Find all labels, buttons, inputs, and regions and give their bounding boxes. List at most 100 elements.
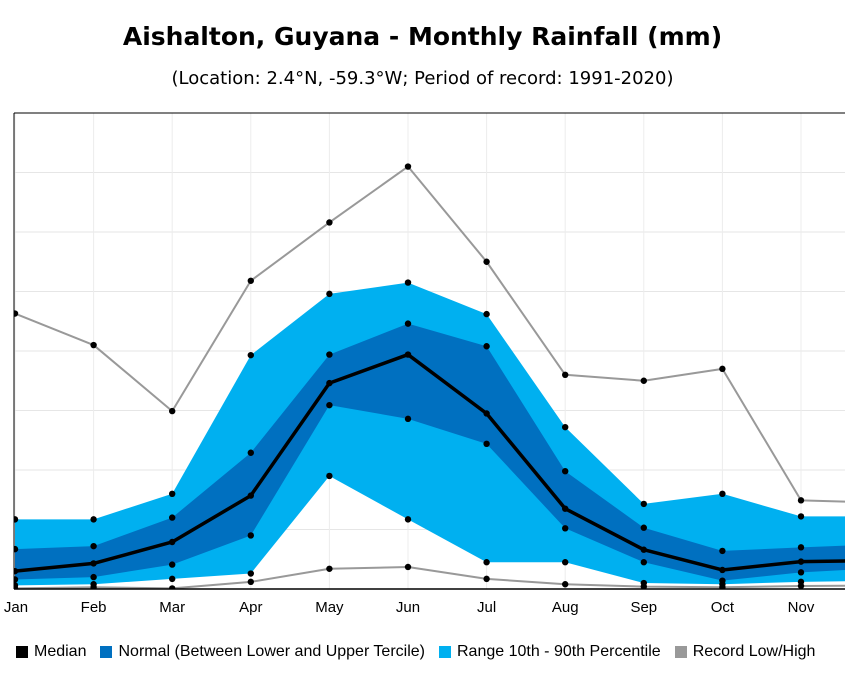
record-low-point [326, 565, 333, 572]
legend-label-record: Record Low/High [692, 643, 816, 660]
normal-upper-point [169, 514, 176, 521]
normal-lower-point [640, 559, 647, 566]
x-tick-label: Mar [159, 599, 185, 616]
median-point [719, 566, 726, 574]
median-point [326, 379, 333, 387]
range-upper-point [14, 516, 19, 523]
legend-swatch-normal [100, 646, 113, 658]
range-lower-point [90, 581, 97, 588]
range-upper-point [169, 490, 176, 497]
median-point [404, 351, 412, 358]
range-upper-point [797, 513, 805, 520]
normal-upper-point [326, 351, 333, 358]
normal-lower-point [562, 525, 569, 532]
median-point [14, 567, 19, 575]
range-upper-point [640, 500, 647, 508]
normal-lower-point [797, 569, 805, 576]
record-high-point [404, 163, 412, 170]
x-tick-label: Sep [630, 599, 657, 616]
x-tick-label: Jun [396, 599, 420, 616]
normal-upper-point [483, 343, 490, 350]
median-point [483, 410, 490, 417]
normal-upper-point [640, 524, 647, 531]
legend-item-record[interactable]: Record Low/High [674, 643, 816, 661]
record-low-point [404, 563, 412, 571]
median-point [640, 546, 647, 553]
x-tick-label: Jan [4, 599, 28, 616]
normal-upper-point [90, 542, 97, 550]
normal-lower-point [404, 415, 412, 423]
range-upper-point [247, 351, 254, 359]
record-high-line [14, 165, 845, 503]
record-high-point [326, 219, 333, 226]
record-high-point [562, 371, 569, 378]
legend-label-range: Range 10th - 90th Percentile [457, 643, 661, 660]
record-low-line [14, 565, 845, 589]
range-upper-point [404, 279, 412, 286]
legend-item-range[interactable]: Range 10th - 90th Percentile [439, 643, 661, 661]
x-tick-label: May [315, 599, 344, 616]
record-high-point [14, 310, 19, 317]
normal-upper-point [797, 544, 805, 551]
range-upper-point [90, 516, 97, 523]
record-high-point [797, 497, 805, 504]
range-lower-point [404, 516, 412, 523]
range-lower-point [169, 575, 176, 583]
normal-lower-point [483, 440, 490, 448]
legend-item-median[interactable]: Median [16, 643, 86, 661]
normal-upper-point [562, 467, 569, 475]
normal-lower-point [14, 576, 19, 583]
range-upper-point [719, 490, 726, 497]
normal-upper-point [14, 545, 19, 553]
range-lower-point [247, 570, 254, 577]
range-lower-point [483, 559, 490, 566]
record-high-point [90, 341, 97, 349]
record-high-point [247, 277, 254, 284]
range-lower-point [640, 579, 647, 587]
record-low-point [483, 575, 490, 583]
normal-lower-point [247, 532, 254, 539]
legend-item-normal[interactable]: Normal (Between Lower and Upper Tercile) [100, 643, 425, 661]
median-point [90, 560, 97, 567]
chart-legend: Median Normal (Between Lower and Upper T… [16, 640, 829, 664]
range-upper-point [562, 423, 569, 431]
range-upper-point [326, 290, 333, 298]
median-point [797, 558, 805, 565]
normal-lower-point [169, 561, 176, 568]
normal-lower-point [326, 401, 333, 409]
legend-swatch-median [16, 646, 28, 658]
normal-upper-point [404, 320, 412, 327]
normal-band [15, 323, 845, 581]
range-lower-point [326, 472, 333, 480]
x-tick-label: Jul [477, 599, 496, 616]
normal-lower-point [90, 573, 97, 581]
record-high-point [483, 258, 490, 265]
x-tick-label: Nov [788, 599, 815, 616]
range-upper-point [483, 310, 490, 318]
record-low-point [169, 585, 176, 589]
median-point [562, 505, 569, 512]
normal-lower-point [719, 577, 726, 584]
legend-label-normal: Normal (Between Lower and Upper Tercile) [118, 643, 425, 660]
x-tick-label: Feb [81, 599, 107, 616]
record-high-point [169, 407, 176, 415]
chart-title: Aishalton, Guyana - Monthly Rainfall (mm… [122, 22, 723, 51]
legend-swatch-record [674, 646, 687, 658]
legend-label-median: Median [34, 643, 87, 660]
median-line [14, 352, 845, 573]
range-lower-point [562, 559, 569, 566]
x-tick-label: Apr [239, 599, 262, 616]
record-low-point [247, 578, 254, 586]
x-tick-label: Oct [711, 599, 735, 616]
normal-upper-point [719, 547, 726, 555]
median-point [247, 492, 254, 499]
normal-upper-point [247, 449, 254, 456]
record-low-point [562, 581, 569, 588]
plot-area [14, 163, 845, 589]
chart-subtitle: (Location: 2.4°N, -59.3°W; Period of rec… [171, 68, 674, 89]
record-high-point [719, 365, 726, 373]
median-point [169, 538, 176, 546]
record-high-point [640, 377, 647, 384]
range-lower-point [797, 578, 805, 586]
